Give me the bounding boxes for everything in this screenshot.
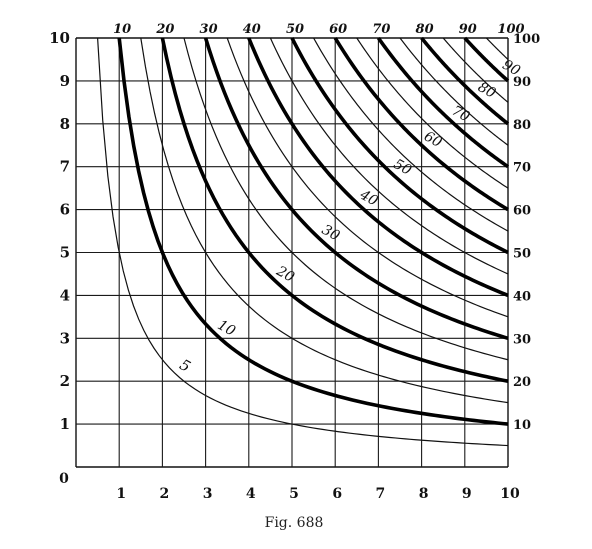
right-tick-label-10: 10 [513, 418, 531, 433]
top-tick-label-80: 80 [416, 22, 434, 37]
right-tick-label-20: 20 [513, 375, 531, 390]
right-tick-label-100: 100 [513, 32, 540, 47]
curve-30 [203, 37, 509, 341]
curve-label-80: 80 [475, 79, 498, 102]
x-tick-label-10: 10 [500, 486, 520, 502]
top-tick-label-70: 70 [372, 22, 390, 37]
curve-15 [140, 37, 509, 404]
y-tick-label-8: 8 [60, 115, 70, 133]
curve-label-20: 20 [273, 263, 297, 286]
curve-45 [269, 37, 509, 275]
curve-label-90: 90 [500, 57, 523, 80]
curve-label-10: 10 [215, 317, 238, 340]
curve-95 [485, 37, 509, 60]
x-tick-label-5: 5 [289, 486, 299, 502]
right-tick-label-50: 50 [513, 247, 531, 262]
right-tick-label-60: 60 [513, 204, 531, 219]
curve-label-30: 30 [319, 222, 342, 245]
curve-label-5: 5 [177, 355, 194, 375]
x-tick-label-0: 0 [59, 471, 69, 487]
curve-55 [313, 37, 509, 232]
y-tick-label-7: 7 [60, 158, 70, 176]
curve-25 [183, 37, 509, 361]
curve-10 [117, 37, 509, 426]
x-tick-label-1: 1 [116, 486, 126, 502]
curve-75 [399, 37, 509, 146]
curves [97, 36, 510, 447]
y-tick-label-10: 10 [49, 29, 70, 47]
x-tick-label-3: 3 [203, 486, 213, 502]
curve-label-70: 70 [449, 103, 472, 126]
y-tick-label-6: 6 [60, 201, 70, 219]
curve-65 [356, 37, 509, 189]
x-tick-label-7: 7 [376, 486, 386, 502]
curve-label-60: 60 [421, 128, 444, 151]
right-tick-label-40: 40 [513, 289, 531, 304]
x-tick-label-9: 9 [462, 486, 472, 502]
x-tick-label-2: 2 [160, 486, 170, 502]
curve-5 [97, 37, 509, 447]
curve-label-40: 40 [356, 187, 380, 210]
y-tick-label-2: 2 [60, 372, 70, 390]
y-tick-label-4: 4 [60, 286, 70, 304]
y-tick-label-5: 5 [60, 244, 70, 262]
curve-85 [442, 37, 509, 103]
y-tick-label-3: 3 [60, 329, 70, 347]
curve-90 [463, 36, 510, 83]
top-tick-label-20: 20 [155, 22, 174, 37]
figure-caption: Fig. 688 [265, 515, 324, 531]
curve-label-50: 50 [391, 156, 414, 179]
curve-70 [376, 36, 510, 169]
y-tick-label-9: 9 [60, 72, 70, 90]
right-tick-label-90: 90 [513, 75, 531, 90]
top-tick-label-10: 10 [113, 22, 131, 37]
curve-50 [290, 37, 509, 255]
curve-80 [420, 36, 510, 126]
curve-40 [247, 37, 509, 298]
x-tick-label-8: 8 [419, 486, 429, 502]
curve-60 [333, 37, 509, 212]
right-tick-label-30: 30 [513, 332, 531, 347]
top-tick-label-50: 50 [286, 22, 304, 37]
right-tick-label-80: 80 [513, 118, 531, 133]
x-tick-label-6: 6 [332, 486, 342, 502]
x-tick-label-4: 4 [246, 486, 256, 502]
top-tick-label-30: 30 [200, 22, 218, 37]
y-tick-label-1: 1 [60, 415, 70, 433]
top-tick-label-40: 40 [243, 22, 261, 37]
right-tick-label-70: 70 [513, 161, 531, 176]
top-tick-label-90: 90 [459, 22, 477, 37]
curve-20 [160, 37, 509, 383]
curve-35 [226, 37, 509, 318]
top-tick-label-60: 60 [329, 22, 347, 37]
top-tick-label-100: 100 [497, 22, 524, 37]
